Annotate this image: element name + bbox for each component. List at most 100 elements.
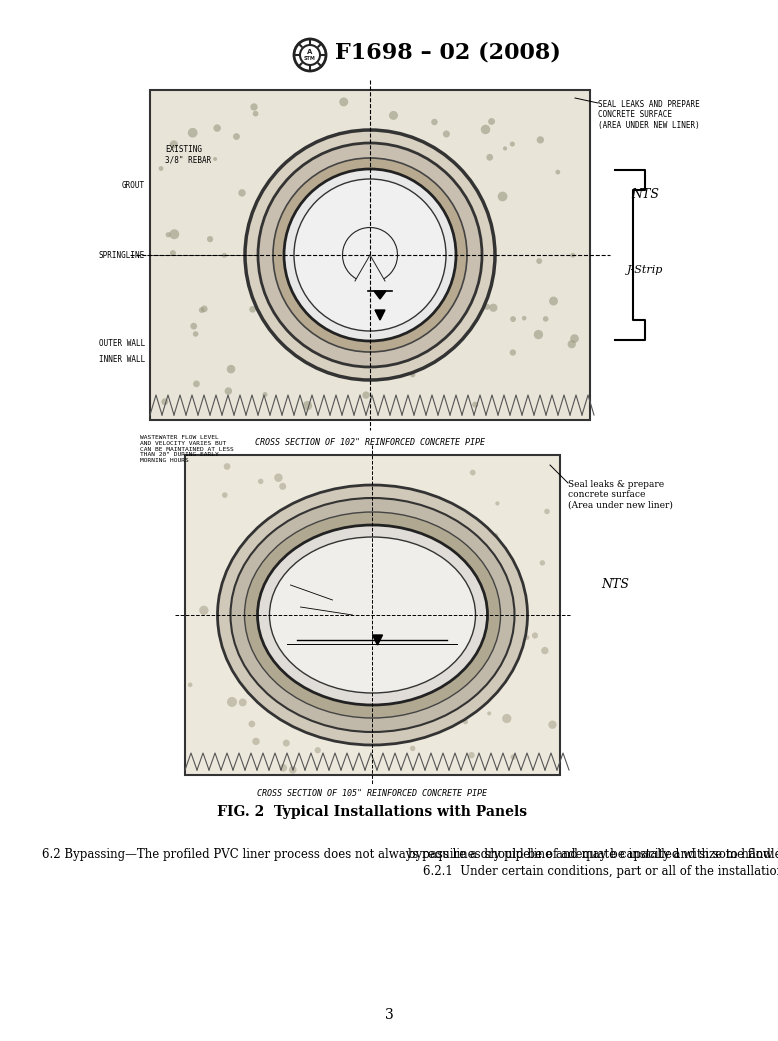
Circle shape: [273, 158, 467, 352]
Circle shape: [262, 392, 268, 397]
Text: Remove existing solids, debris
as required for liner installation: Remove existing solids, debris as requir…: [279, 680, 426, 700]
Circle shape: [353, 539, 363, 549]
Circle shape: [463, 719, 468, 725]
Circle shape: [524, 635, 530, 640]
Text: EXISTING
3/8" REBAR: EXISTING 3/8" REBAR: [165, 146, 212, 164]
Circle shape: [280, 626, 286, 632]
Circle shape: [233, 133, 240, 139]
Circle shape: [536, 258, 542, 264]
Circle shape: [224, 463, 230, 469]
Circle shape: [537, 136, 544, 144]
Circle shape: [170, 229, 179, 239]
Circle shape: [193, 331, 198, 336]
Circle shape: [294, 179, 446, 331]
Circle shape: [314, 557, 321, 563]
Circle shape: [443, 130, 450, 137]
Circle shape: [498, 192, 507, 201]
Text: CROSS SECTION OF 105" REINFORCED CONCRETE PIPE: CROSS SECTION OF 105" REINFORCED CONCRET…: [258, 789, 488, 798]
Circle shape: [468, 690, 475, 696]
Text: PVC LINER
PANEL: PVC LINER PANEL: [314, 250, 356, 270]
Circle shape: [226, 364, 235, 374]
Circle shape: [532, 633, 538, 638]
Ellipse shape: [218, 485, 527, 745]
Circle shape: [488, 118, 495, 125]
Text: FIG. 2  Typical Installations with Panels: FIG. 2 Typical Installations with Panels: [217, 805, 527, 819]
Circle shape: [405, 704, 410, 708]
Circle shape: [472, 402, 478, 408]
Circle shape: [549, 297, 558, 305]
Text: A: A: [307, 49, 313, 55]
Ellipse shape: [258, 525, 488, 705]
Circle shape: [225, 387, 232, 395]
Circle shape: [363, 391, 370, 399]
Circle shape: [395, 679, 403, 687]
Circle shape: [258, 479, 264, 484]
Circle shape: [541, 646, 548, 655]
Circle shape: [502, 714, 511, 723]
Circle shape: [510, 316, 516, 322]
Circle shape: [465, 536, 474, 544]
Text: Wastewater flow level
& velocity varies: Wastewater flow level & velocity varies: [392, 612, 493, 632]
Circle shape: [510, 615, 520, 625]
Circle shape: [191, 323, 197, 330]
Circle shape: [324, 551, 331, 559]
Circle shape: [193, 380, 200, 387]
Circle shape: [291, 629, 298, 635]
Circle shape: [410, 745, 415, 752]
Circle shape: [213, 157, 217, 161]
Circle shape: [170, 250, 176, 256]
Text: J-Strip: J-Strip: [627, 265, 663, 275]
Circle shape: [387, 580, 395, 587]
Circle shape: [242, 679, 251, 687]
Polygon shape: [374, 291, 386, 299]
Circle shape: [245, 130, 495, 380]
Circle shape: [555, 170, 560, 175]
Text: CROSS SECTION OF 102" REINFORCED CONCRETE PIPE: CROSS SECTION OF 102" REINFORCED CONCRET…: [255, 438, 485, 447]
Circle shape: [405, 660, 412, 667]
Bar: [185, 455, 560, 775]
Circle shape: [187, 683, 192, 687]
Circle shape: [371, 632, 378, 639]
Polygon shape: [373, 635, 383, 645]
Circle shape: [481, 125, 490, 134]
Circle shape: [252, 738, 260, 745]
Circle shape: [373, 573, 383, 582]
Circle shape: [227, 697, 237, 707]
Circle shape: [222, 492, 228, 498]
Ellipse shape: [230, 498, 514, 732]
Circle shape: [431, 119, 438, 125]
Text: NTS: NTS: [631, 188, 659, 202]
Circle shape: [207, 236, 213, 243]
Circle shape: [289, 611, 295, 617]
Circle shape: [249, 306, 256, 312]
Circle shape: [426, 562, 434, 569]
Circle shape: [570, 253, 575, 258]
Circle shape: [279, 579, 287, 587]
Text: OUTER WALL: OUTER WALL: [99, 338, 145, 348]
Circle shape: [544, 509, 550, 514]
Circle shape: [258, 143, 482, 367]
Text: Seal leaks & prepare
concrete surface
(Area under new liner): Seal leaks & prepare concrete surface (A…: [568, 480, 673, 510]
Circle shape: [453, 712, 460, 718]
Circle shape: [300, 579, 306, 584]
Circle shape: [470, 469, 475, 476]
Text: 240°: 240°: [405, 243, 423, 252]
Circle shape: [377, 568, 385, 577]
Circle shape: [345, 650, 352, 657]
Text: WASTEWATER FLOW LEVEL
AND VELOCITY VARIES BUT
CAN BE MAINTAINED AT LESS
THAN 20": WASTEWATER FLOW LEVEL AND VELOCITY VARIE…: [140, 435, 233, 463]
Circle shape: [303, 401, 312, 410]
Circle shape: [199, 307, 205, 313]
Circle shape: [445, 526, 450, 530]
Circle shape: [166, 232, 171, 237]
Circle shape: [187, 128, 198, 137]
Circle shape: [389, 111, 398, 120]
Text: 3: 3: [384, 1008, 394, 1022]
Text: bypass lines should be of adequate capacity and size to handle any extreme flows: bypass lines should be of adequate capac…: [408, 848, 778, 879]
Circle shape: [301, 629, 311, 638]
Circle shape: [496, 502, 499, 506]
Circle shape: [365, 708, 371, 714]
Circle shape: [322, 663, 331, 672]
Text: NTS: NTS: [601, 579, 629, 591]
Circle shape: [510, 755, 516, 760]
Circle shape: [410, 373, 415, 378]
